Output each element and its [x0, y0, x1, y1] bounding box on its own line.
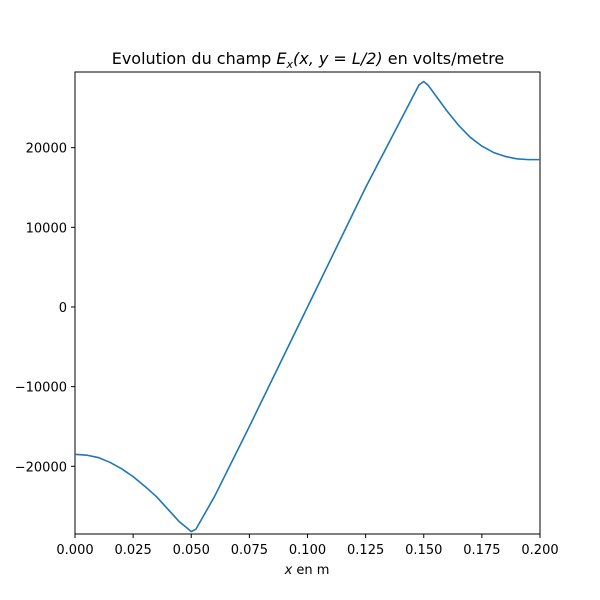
x-tick-label: 0.100	[289, 543, 326, 558]
y-tick-label: −20000	[15, 460, 67, 475]
x-axis-label-rest: en m	[292, 563, 329, 578]
x-axis-label-var: x	[284, 563, 293, 578]
title-e: E	[276, 49, 287, 68]
series-line	[74, 80, 540, 533]
y-tick-label: 20000	[26, 142, 67, 157]
chart-title: Evolution du champ Ex(x, y = L/2) en vol…	[112, 49, 505, 71]
x-tick-label: 0.050	[173, 543, 210, 558]
x-tick-label: 0.150	[405, 543, 442, 558]
x-axis-label: x en m	[284, 563, 330, 578]
title-sub: x	[285, 58, 293, 71]
x-tick-label: 0.025	[115, 543, 152, 558]
y-axis: −20000 −10000 0 10000 20000	[15, 142, 75, 475]
y-tick-label: −10000	[15, 381, 67, 396]
plot-frame	[74, 71, 541, 535]
x-tick-label: 0.200	[521, 543, 558, 558]
x-tick-label: 0.175	[463, 543, 500, 558]
y-tick-label: 0	[59, 301, 67, 316]
title-suffix: en volts/metre	[383, 49, 505, 68]
x-tick-label: 0.125	[347, 543, 384, 558]
title-prefix: Evolution du champ	[112, 49, 277, 68]
x-tick-label: 0.075	[231, 543, 268, 558]
y-tick-label: 10000	[26, 221, 67, 236]
x-axis: 0.000 0.025 0.050 0.075 0.100 0.125 0.150 0.175…	[56, 534, 559, 558]
x-tick-label: 0.000	[56, 543, 93, 558]
title-args: (x, y = L/2)	[293, 49, 383, 68]
